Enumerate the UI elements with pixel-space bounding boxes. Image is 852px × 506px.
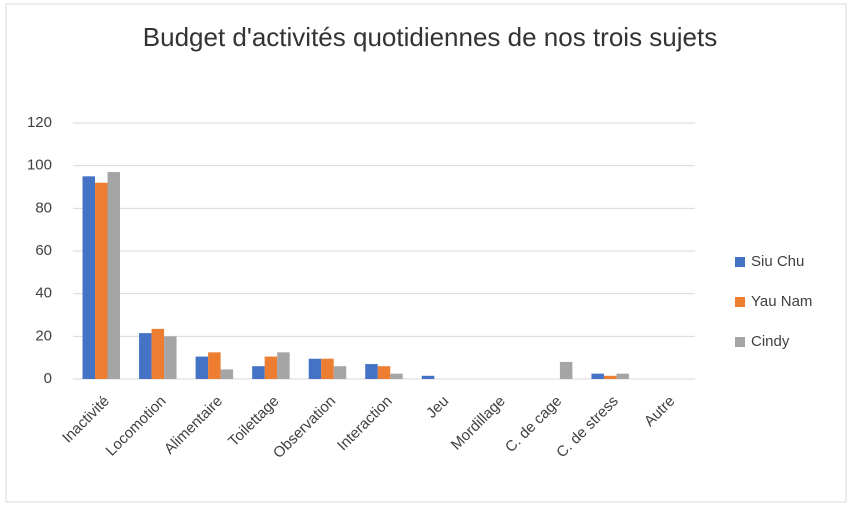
bar <box>208 352 221 379</box>
y-tick-label: 60 <box>35 242 52 259</box>
chart-title: Budget d'activités quotidiennes de nos t… <box>142 22 718 52</box>
bar <box>82 176 96 379</box>
x-tick-label: Toilettage <box>225 393 282 450</box>
x-tick-label: Autre <box>641 393 678 430</box>
bar <box>603 375 617 379</box>
bar <box>591 373 604 379</box>
bar <box>390 373 403 379</box>
legend-label: Yau Nam <box>751 293 812 310</box>
bar <box>365 364 378 379</box>
x-tick-label: Locomotion <box>103 393 170 460</box>
legend-swatch <box>735 337 745 347</box>
bar <box>95 182 108 379</box>
bar <box>164 336 177 379</box>
x-tick-label: Interaction <box>334 393 396 455</box>
chart-border <box>5 3 847 503</box>
y-tick-label: 80 <box>35 199 52 216</box>
x-tick-label: Jeu <box>423 393 452 422</box>
bar <box>333 366 347 379</box>
y-tick-label: 120 <box>27 114 52 131</box>
bar <box>139 333 152 379</box>
bar <box>107 172 121 379</box>
legend-label: Cindy <box>751 333 790 350</box>
bar <box>321 358 334 379</box>
bar <box>252 366 265 379</box>
legend-swatch <box>735 297 745 307</box>
x-tick-label: Inactivité <box>59 393 113 447</box>
bar <box>421 375 435 379</box>
bar <box>195 356 209 379</box>
bar <box>220 369 234 379</box>
bar <box>277 352 290 379</box>
bar <box>377 366 391 379</box>
bar <box>151 328 165 379</box>
y-tick-label: 20 <box>35 327 52 344</box>
legend-label: Siu Chu <box>751 253 804 270</box>
y-tick-label: 100 <box>27 157 52 174</box>
x-tick-label: Alimentaire <box>161 393 226 458</box>
bar <box>616 373 629 379</box>
legend-swatch <box>735 257 745 267</box>
bar <box>264 356 278 379</box>
y-tick-label: 40 <box>35 285 52 302</box>
bar <box>308 358 322 379</box>
x-tick-label: Mordillage <box>448 393 509 454</box>
bar <box>559 361 573 379</box>
y-tick-label: 0 <box>44 370 52 387</box>
